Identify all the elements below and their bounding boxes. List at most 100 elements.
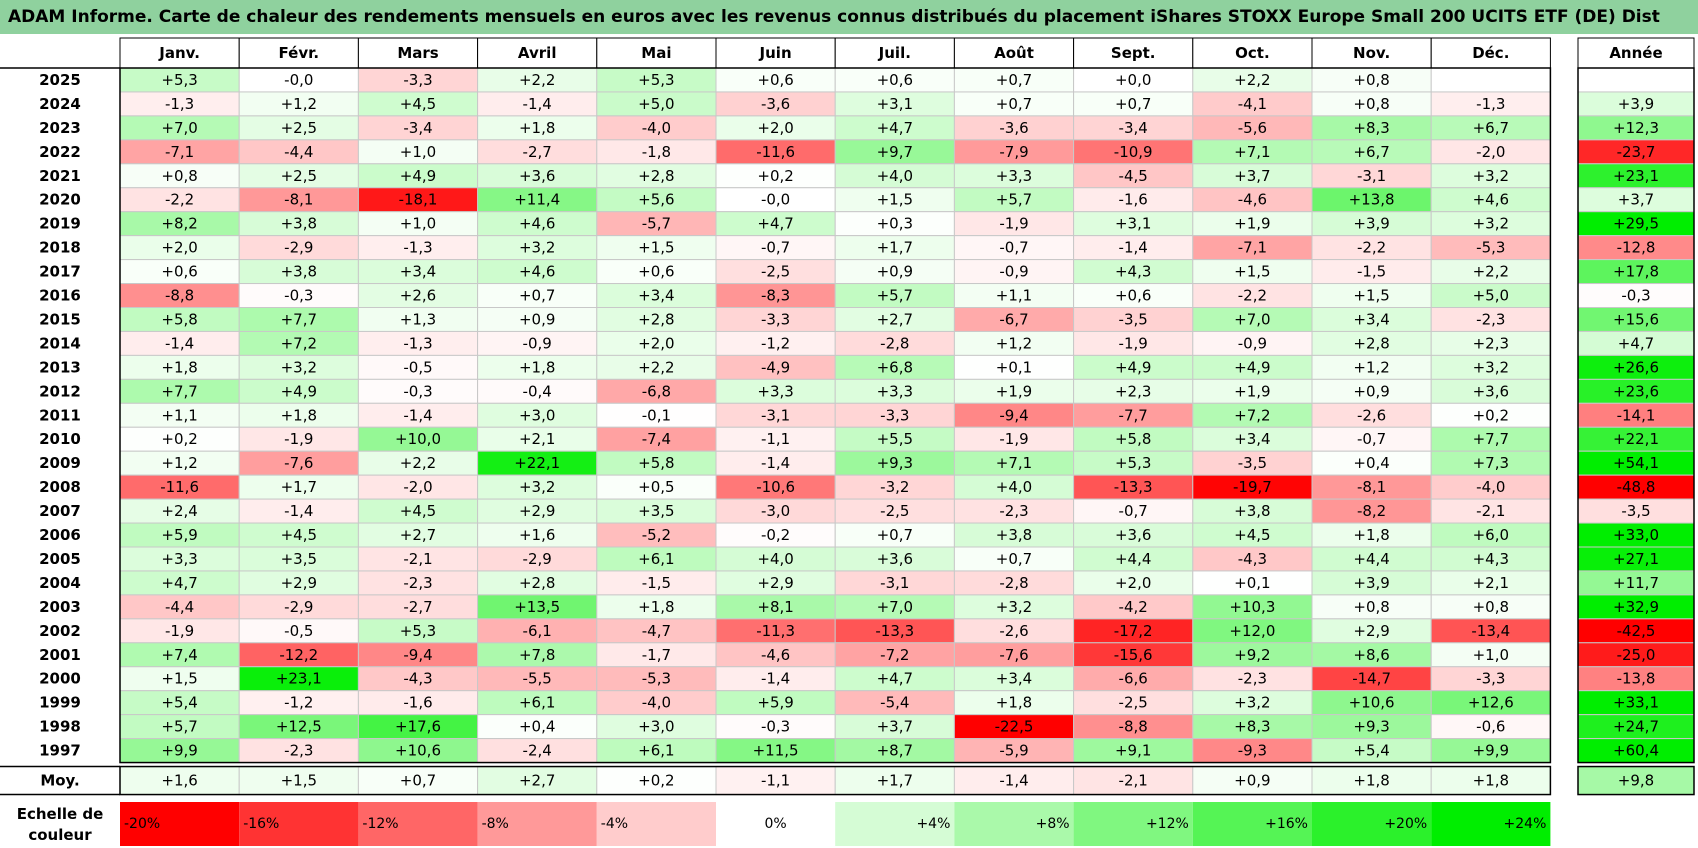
heatmap-cell-value: -1,4 bbox=[523, 95, 552, 113]
heatmap-cell-value: -1,7 bbox=[642, 646, 671, 664]
year-label: 2013 bbox=[39, 358, 81, 376]
average-annual-cell bbox=[1577, 765, 1695, 796]
heatmap-cell-value: -4,3 bbox=[1238, 550, 1267, 568]
heatmap-cell-value: +0,6 bbox=[161, 263, 197, 281]
heatmap-cell-value: -2,2 bbox=[1357, 239, 1386, 257]
heatmap-cell-value: +4,6 bbox=[1473, 191, 1509, 209]
month-header-cell bbox=[953, 37, 1075, 69]
heatmap-cell-value: +3,7 bbox=[877, 718, 913, 736]
heatmap-cell-value: -3,2 bbox=[880, 478, 909, 496]
annual-cell-value: +60,4 bbox=[1613, 742, 1659, 760]
heatmap-cell-value: -2,3 bbox=[999, 502, 1028, 520]
heatmap-cell-value: +7,8 bbox=[519, 646, 555, 664]
heatmap-cell-value: -0,9 bbox=[523, 334, 552, 352]
annual-cell-value: +12,3 bbox=[1613, 119, 1659, 137]
scale-tick-label: +4% bbox=[916, 816, 950, 832]
heatmap-cell-value: -7,6 bbox=[999, 646, 1028, 664]
heatmap-cell-value: +3,3 bbox=[996, 167, 1032, 185]
heatmap-cell-value: -5,7 bbox=[642, 215, 671, 233]
heatmap-cell-value: +7,1 bbox=[996, 454, 1032, 472]
heatmap-cell-value: -0,9 bbox=[999, 263, 1028, 281]
annual-cell-value: +11,7 bbox=[1613, 574, 1659, 592]
heatmap-cell-value: +1,6 bbox=[519, 526, 555, 544]
heatmap-cell-value: +6,1 bbox=[638, 550, 674, 568]
heatmap-cell-value: +0,8 bbox=[1353, 71, 1389, 89]
annual-cell-value: +22,1 bbox=[1613, 430, 1659, 448]
data-block-border bbox=[119, 67, 1552, 764]
month-header-label: Mai bbox=[641, 44, 671, 62]
heatmap-cell-value: +0,7 bbox=[877, 526, 913, 544]
heatmap-cell-value: -11,3 bbox=[756, 622, 795, 640]
heatmap-cell-value: +6,7 bbox=[1353, 143, 1389, 161]
year-label: 2003 bbox=[39, 598, 81, 616]
heatmap-cell-value: -8,8 bbox=[165, 287, 194, 305]
heatmap-cell-value: +10,3 bbox=[1229, 598, 1275, 616]
heatmap-cell-value: +7,2 bbox=[1234, 406, 1270, 424]
heatmap-cell-value: +7,7 bbox=[161, 382, 197, 400]
month-header-label: Oct. bbox=[1235, 44, 1270, 62]
heatmap-cell-value: +11,5 bbox=[753, 742, 799, 760]
heatmap-cell-value: -4,0 bbox=[642, 119, 671, 137]
heatmap-cell-value: -22,5 bbox=[995, 718, 1034, 736]
average-cell-value: -2,1 bbox=[1119, 772, 1148, 790]
heatmap-cell-value: -1,2 bbox=[284, 694, 313, 712]
average-block-border bbox=[119, 765, 1552, 796]
heatmap-cell-value: +13,8 bbox=[1349, 191, 1395, 209]
average-cell-value: +1,8 bbox=[1473, 772, 1509, 790]
heatmap-cell-value: +3,4 bbox=[638, 287, 674, 305]
heatmap-cell-value: +0,5 bbox=[638, 478, 674, 496]
annual-cell-value: +33,0 bbox=[1613, 526, 1659, 544]
heatmap-cell-value: +1,5 bbox=[877, 191, 913, 209]
heatmap-cell-value: +3,6 bbox=[1473, 382, 1509, 400]
heatmap-cell-value: +0,8 bbox=[1353, 598, 1389, 616]
page-title: ADAM Informe. Carte de chaleur des rende… bbox=[0, 0, 1698, 34]
heatmap-cell-value: -3,1 bbox=[761, 406, 790, 424]
heatmap-cell-value: +0,2 bbox=[757, 167, 793, 185]
year-label: 2021 bbox=[39, 167, 81, 185]
annual-cell-value: +3,9 bbox=[1618, 95, 1654, 113]
heatmap-cell-value: +0,6 bbox=[638, 263, 674, 281]
heatmap-cell-value: +2,3 bbox=[1115, 382, 1151, 400]
heatmap-cell-value: -1,3 bbox=[165, 95, 194, 113]
heatmap-cell-value: -5,3 bbox=[642, 670, 671, 688]
heatmap-cell-value: -11,6 bbox=[756, 143, 795, 161]
heatmap-cell-value: -18,1 bbox=[399, 191, 438, 209]
heatmap-cell-value: +8,3 bbox=[1234, 718, 1270, 736]
year-label: 1997 bbox=[39, 742, 81, 760]
heatmap-cell-value: -2,2 bbox=[1238, 287, 1267, 305]
average-annual-value: +9,8 bbox=[1618, 772, 1654, 790]
heatmap-cell-value: +1,0 bbox=[1473, 646, 1509, 664]
heatmap-cell-value: +2,8 bbox=[638, 167, 674, 185]
heatmap-cell-value: +2,3 bbox=[1473, 334, 1509, 352]
annual-block-border bbox=[1577, 67, 1695, 764]
heatmap-cell-value: +0,7 bbox=[519, 287, 555, 305]
heatmap-cell-value: +2,2 bbox=[519, 71, 555, 89]
average-cell-value: -1,1 bbox=[761, 772, 790, 790]
heatmap-cell-value: +2,5 bbox=[281, 119, 317, 137]
heatmap-cell-value: -3,1 bbox=[1357, 167, 1386, 185]
scale-tick-label: -16% bbox=[243, 816, 279, 832]
heatmap-cell-value: +1,9 bbox=[1234, 215, 1270, 233]
heatmap-cell-value: +23,1 bbox=[276, 670, 322, 688]
heatmap-cell-value: +0,6 bbox=[877, 71, 913, 89]
average-label: Moy. bbox=[40, 772, 79, 790]
heatmap-cell-value: +0,1 bbox=[1234, 574, 1270, 592]
annual-cell-value: -3,5 bbox=[1621, 502, 1650, 520]
heatmap-cell-value: -6,6 bbox=[1119, 670, 1148, 688]
scale-swatch bbox=[239, 802, 359, 846]
heatmap-cell-value: -4,5 bbox=[1119, 167, 1148, 185]
year-label: 2008 bbox=[39, 478, 81, 496]
heatmap-cell-value: -0,3 bbox=[403, 382, 432, 400]
year-label: 2012 bbox=[39, 382, 81, 400]
heatmap-cell-value: +1,0 bbox=[400, 143, 436, 161]
scale-swatch bbox=[358, 802, 478, 846]
heatmap-cell-value: +2,0 bbox=[161, 239, 197, 257]
year-label: 2009 bbox=[39, 454, 81, 472]
heatmap-cell-value: +9,2 bbox=[1234, 646, 1270, 664]
year-label: 2014 bbox=[39, 334, 81, 352]
annual-cell-value: +3,7 bbox=[1618, 191, 1654, 209]
heatmap-cell-value: +8,1 bbox=[757, 598, 793, 616]
annual-cell-value: -42,5 bbox=[1617, 622, 1656, 640]
heatmap-cell-value: -0,7 bbox=[999, 239, 1028, 257]
heatmap-cell-value: -5,3 bbox=[1476, 239, 1505, 257]
